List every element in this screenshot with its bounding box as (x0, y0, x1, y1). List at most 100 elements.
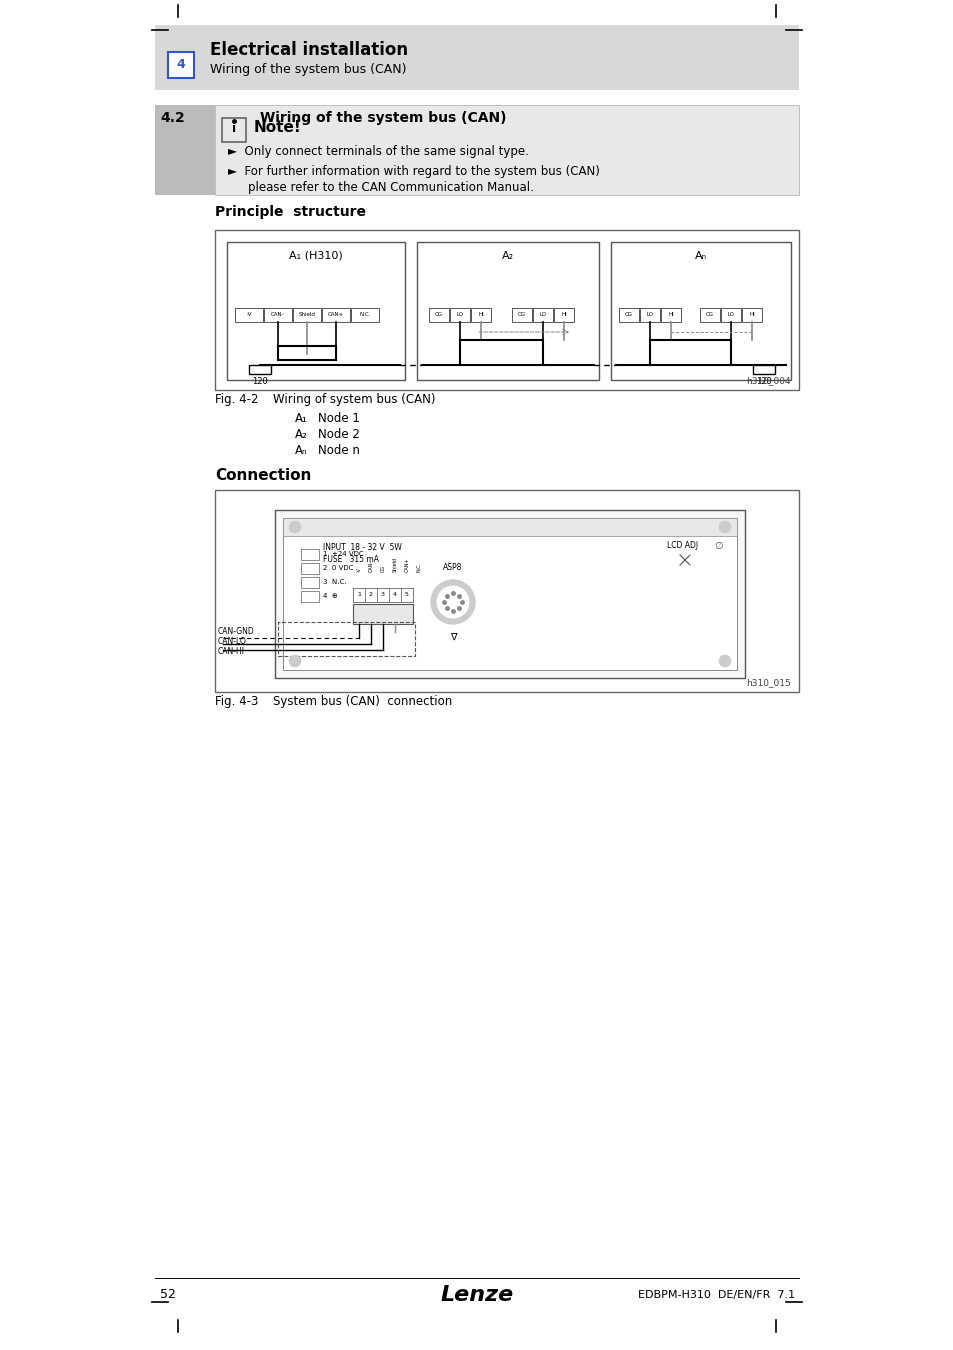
Text: CAN+: CAN+ (328, 312, 344, 317)
FancyBboxPatch shape (322, 308, 350, 323)
Text: 4: 4 (176, 58, 185, 70)
FancyBboxPatch shape (301, 563, 318, 574)
Text: LO: LO (456, 312, 463, 317)
Text: CG: CG (705, 312, 713, 317)
Text: Note!: Note! (253, 120, 301, 135)
Text: -V: -V (246, 312, 252, 317)
Text: please refer to the CAN Communication Manual.: please refer to the CAN Communication Ma… (248, 181, 534, 193)
FancyBboxPatch shape (741, 308, 761, 323)
Circle shape (431, 580, 475, 624)
Text: A₂: A₂ (294, 428, 308, 440)
Text: 3  N.C.: 3 N.C. (323, 579, 346, 586)
Text: CAN+: CAN+ (404, 558, 409, 572)
Text: CAN-GND: CAN-GND (218, 628, 254, 636)
FancyBboxPatch shape (301, 591, 318, 602)
Text: 2: 2 (369, 593, 373, 598)
FancyBboxPatch shape (214, 105, 799, 194)
Text: LO: LO (646, 312, 653, 317)
Text: CAN-HI: CAN-HI (218, 648, 245, 656)
FancyBboxPatch shape (554, 308, 574, 323)
Text: N.C.: N.C. (416, 562, 421, 572)
FancyBboxPatch shape (274, 510, 744, 678)
Text: ∅: ∅ (714, 541, 722, 551)
FancyBboxPatch shape (429, 308, 449, 323)
Text: ASP8: ASP8 (443, 563, 462, 572)
Text: EDBPM-H310  DE/EN/FR  7.1: EDBPM-H310 DE/EN/FR 7.1 (638, 1291, 794, 1300)
Text: Node 1: Node 1 (317, 412, 359, 424)
Text: 1: 1 (356, 593, 360, 598)
Text: 1  +24 VDC: 1 +24 VDC (323, 552, 363, 558)
FancyBboxPatch shape (533, 308, 553, 323)
FancyBboxPatch shape (214, 490, 799, 693)
Circle shape (436, 586, 469, 618)
Text: LO: LO (539, 312, 546, 317)
FancyBboxPatch shape (301, 576, 318, 589)
Text: CAN-: CAN- (271, 312, 285, 317)
Text: CG: CG (624, 312, 633, 317)
FancyBboxPatch shape (610, 242, 790, 379)
FancyBboxPatch shape (283, 518, 737, 670)
Text: CAN-LO: CAN-LO (218, 637, 247, 647)
FancyBboxPatch shape (301, 549, 318, 560)
Text: -V: -V (356, 567, 361, 572)
FancyBboxPatch shape (353, 603, 413, 624)
FancyBboxPatch shape (283, 518, 737, 536)
Text: CG: CG (435, 312, 442, 317)
Text: Node 2: Node 2 (317, 428, 359, 440)
Text: System bus (CAN)  connection: System bus (CAN) connection (273, 695, 452, 709)
FancyBboxPatch shape (293, 308, 320, 323)
Text: HI: HI (477, 312, 483, 317)
Text: Wiring of the system bus (CAN): Wiring of the system bus (CAN) (260, 111, 506, 126)
Text: Fig. 4-2: Fig. 4-2 (214, 393, 258, 406)
FancyBboxPatch shape (264, 308, 292, 323)
Text: FUSE   315 mA: FUSE 315 mA (323, 555, 378, 564)
FancyBboxPatch shape (450, 308, 470, 323)
Text: CAN-: CAN- (368, 560, 374, 572)
Text: Shield: Shield (392, 556, 397, 572)
Text: Wiring of system bus (CAN): Wiring of system bus (CAN) (273, 393, 435, 406)
Text: 120: 120 (252, 378, 268, 386)
Circle shape (289, 655, 301, 667)
Text: 4.2: 4.2 (160, 111, 185, 126)
FancyBboxPatch shape (400, 589, 413, 602)
FancyBboxPatch shape (214, 230, 799, 390)
Text: N.C.: N.C. (359, 312, 371, 317)
Text: Node n: Node n (317, 444, 359, 456)
Text: LCD ADJ: LCD ADJ (666, 541, 698, 551)
Text: Electrical installation: Electrical installation (210, 40, 408, 59)
Text: Connection: Connection (214, 468, 311, 483)
Text: 4: 4 (393, 593, 396, 598)
FancyBboxPatch shape (154, 105, 214, 194)
Text: Principle  structure: Principle structure (214, 205, 366, 219)
Text: Lenze: Lenze (440, 1285, 513, 1305)
Text: 2  0 VDC: 2 0 VDC (323, 566, 353, 571)
Text: 5: 5 (405, 593, 409, 598)
Text: 120: 120 (756, 378, 771, 386)
Text: HI: HI (667, 312, 673, 317)
FancyBboxPatch shape (389, 589, 400, 602)
Text: A₁ (H310): A₁ (H310) (289, 251, 342, 261)
FancyBboxPatch shape (353, 589, 413, 602)
Text: A₁: A₁ (294, 412, 308, 424)
FancyBboxPatch shape (154, 26, 799, 90)
FancyBboxPatch shape (249, 364, 271, 374)
Text: 4  ⊕: 4 ⊕ (323, 594, 337, 599)
Text: ►  Only connect terminals of the same signal type.: ► Only connect terminals of the same sig… (228, 146, 528, 158)
FancyBboxPatch shape (660, 308, 680, 323)
Text: Shield: Shield (298, 312, 315, 317)
FancyBboxPatch shape (234, 308, 263, 323)
Circle shape (289, 521, 301, 533)
Text: Aₙ: Aₙ (694, 251, 706, 261)
Text: ∇: ∇ (449, 632, 456, 643)
Text: i: i (232, 122, 235, 135)
FancyBboxPatch shape (353, 589, 365, 602)
FancyBboxPatch shape (416, 242, 598, 379)
Text: CG: CG (380, 564, 385, 572)
FancyBboxPatch shape (512, 308, 532, 323)
Text: ►  For further information with regard to the system bus (CAN): ► For further information with regard to… (228, 166, 599, 178)
FancyBboxPatch shape (752, 364, 774, 374)
FancyBboxPatch shape (222, 117, 246, 142)
FancyBboxPatch shape (365, 589, 376, 602)
Text: HI: HI (748, 312, 754, 317)
Text: 3: 3 (380, 593, 385, 598)
